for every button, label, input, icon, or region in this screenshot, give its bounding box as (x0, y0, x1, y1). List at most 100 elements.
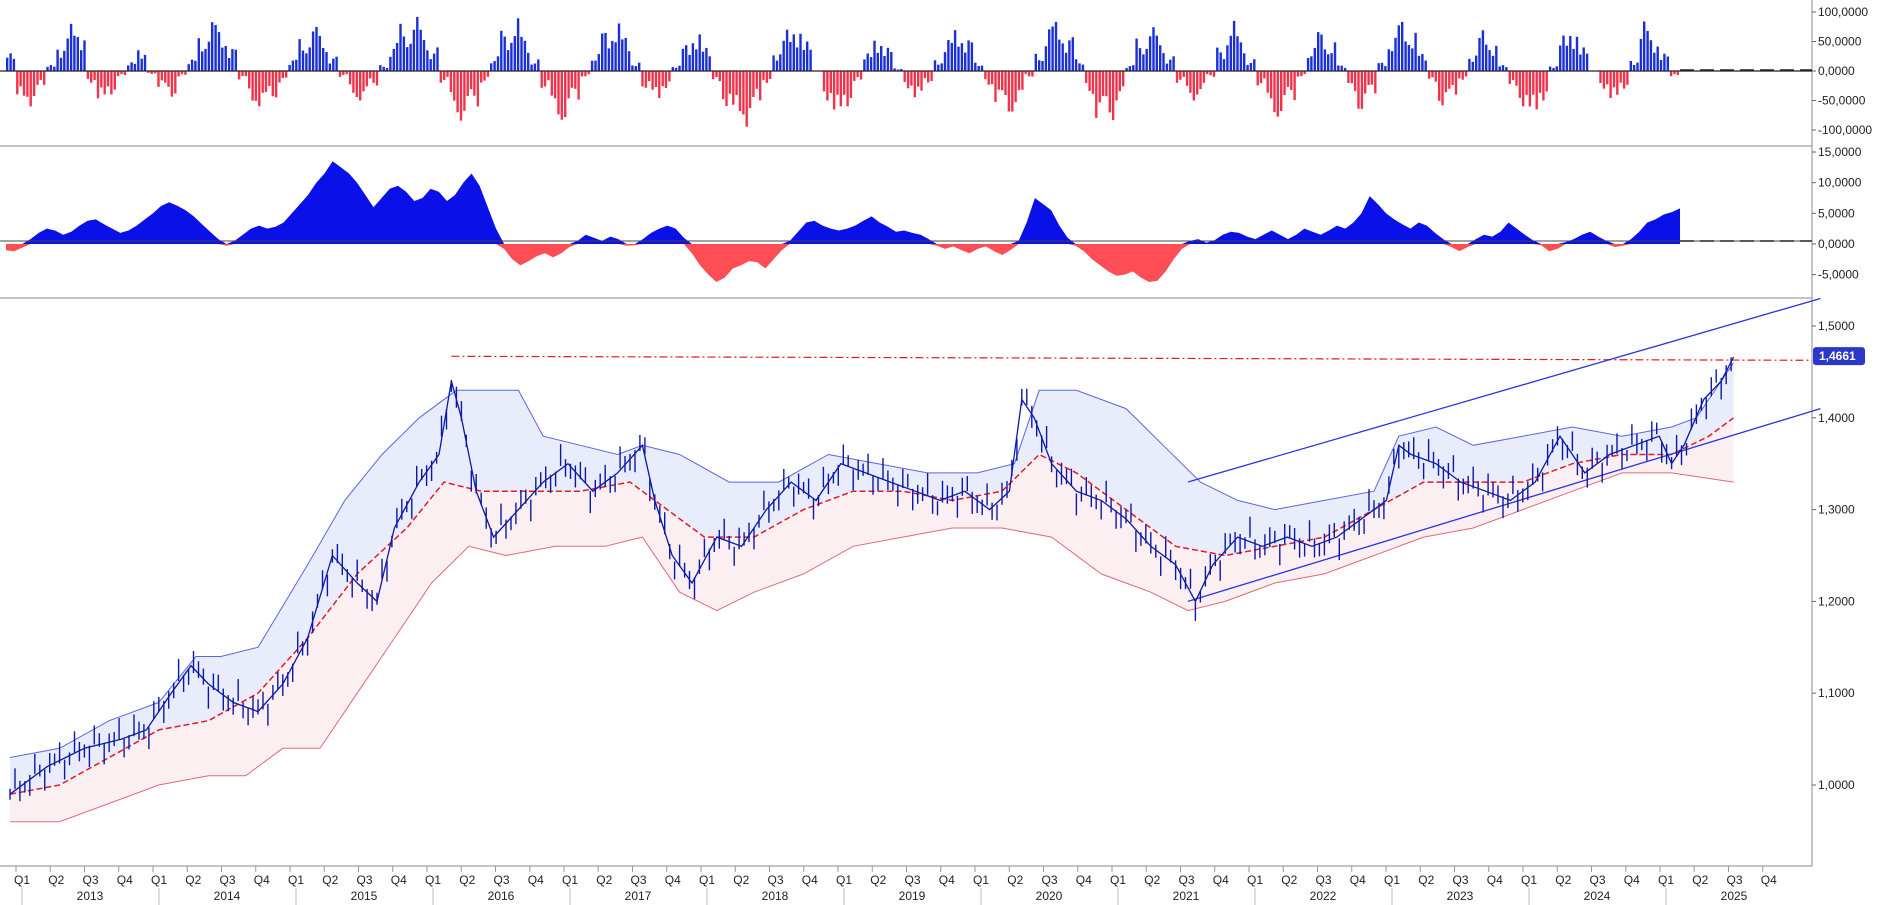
middle-oscillator-panel: 15,0000 10,0000 5,0000 0,0000 -5,0000 (0, 145, 1862, 282)
top-oscillator-bar (725, 71, 728, 106)
top-oscillator-bar (449, 71, 453, 92)
top-oscillator-bar (1088, 71, 1091, 91)
top-oscillator-bar (543, 71, 547, 87)
top-oscillator-bar (1612, 71, 1616, 88)
top-oscillator-bar (863, 59, 866, 71)
x-quarter-label: Q4 (528, 873, 544, 887)
top-oscillator-bar (856, 71, 859, 77)
top-oscillator-bar (1222, 59, 1226, 71)
top-oscillator-bar (1495, 45, 1498, 71)
top-oscillator-bar (352, 71, 355, 93)
top-oscillator-bar (224, 46, 227, 71)
top-oscillator-bar (1468, 58, 1471, 71)
top-oscillator-bar (308, 47, 311, 71)
top-oscillator-bar (1377, 63, 1380, 71)
top-oscillator-bar (93, 71, 96, 81)
top-oscillator-bar (1202, 71, 1206, 83)
top-oscillator-bar (1337, 65, 1340, 71)
top-oscillator-bar (1360, 71, 1364, 109)
top-oscillator-bar (984, 71, 987, 80)
main-y-tick-label: 1,3000 (1818, 503, 1855, 517)
top-oscillator-bar (32, 71, 36, 96)
top-oscillator-bar (466, 71, 469, 97)
top-oscillator-bar (1038, 60, 1041, 71)
top-oscillator-bar (22, 71, 26, 96)
top-oscillator-bar (772, 55, 775, 71)
top-oscillator-bar (86, 71, 90, 79)
top-oscillator-bar (1074, 59, 1078, 71)
top-y-tick-label: 0,0000 (1818, 64, 1855, 78)
top-oscillator-bar (1064, 52, 1068, 71)
main-y-tick-label: 1,0000 (1818, 778, 1855, 792)
x-quarter-label: Q1 (151, 873, 167, 887)
top-oscillator-bar (1054, 21, 1058, 71)
top-oscillator-bar (1192, 71, 1195, 101)
top-oscillator-bar (311, 31, 315, 71)
top-oscillator-bar (419, 29, 422, 71)
top-oscillator-bar (1276, 71, 1279, 117)
top-oscillator-bar (510, 42, 513, 71)
x-quarter-label: Q1 (1247, 873, 1263, 887)
last-value-label: 1,4661 (1819, 349, 1856, 363)
top-oscillator-bar (432, 53, 436, 71)
top-oscillator-bar (1068, 40, 1071, 71)
x-quarter-label: Q3 (904, 873, 920, 887)
x-year-label: 2024 (1584, 889, 1611, 903)
top-oscillator-bar (910, 71, 913, 86)
top-oscillator-bar (718, 71, 721, 82)
top-oscillator-bar (506, 50, 510, 71)
top-oscillator-bar (359, 71, 362, 101)
top-oscillator-bar (893, 68, 896, 71)
top-oscillator-bar (960, 43, 964, 71)
top-oscillator-bar (1431, 71, 1434, 78)
top-oscillator-bar (496, 56, 500, 71)
top-oscillator-bar (251, 71, 254, 101)
top-oscillator-bar (782, 40, 785, 71)
top-oscillator-bar (886, 47, 890, 71)
top-oscillator-bar (1343, 67, 1347, 71)
top-oscillator-bar (271, 71, 274, 97)
x-quarter-label: Q2 (596, 873, 612, 887)
price-line (9, 356, 1735, 795)
top-oscillator-bar (274, 71, 278, 98)
top-oscillator-bar (806, 41, 809, 71)
top-oscillator-bar (483, 71, 486, 81)
top-oscillator-bar (836, 71, 839, 95)
top-oscillator-bar (1394, 37, 1397, 71)
top-y-tick-label: 100,0000 (1818, 5, 1868, 19)
x-quarter-label: Q1 (1521, 873, 1537, 887)
top-oscillator-bar (1253, 59, 1256, 71)
top-oscillator-bar (493, 61, 496, 71)
top-oscillator-bar (1266, 71, 1269, 93)
top-oscillator-bar (322, 48, 325, 71)
top-oscillator-bar (1602, 71, 1606, 89)
top-oscillator-bar (1619, 71, 1622, 83)
top-oscillator-bar (100, 71, 103, 88)
top-oscillator-bar (1478, 37, 1481, 71)
top-oscillator-bar (530, 64, 533, 71)
top-oscillator-bar (1135, 38, 1138, 71)
x-quarter-label: Q2 (733, 873, 749, 887)
top-oscillator-bar (950, 43, 953, 71)
top-oscillator-bar (1199, 71, 1202, 90)
x-quarter-label: Q1 (288, 873, 304, 887)
top-oscillator-bar (1145, 48, 1148, 71)
top-oscillator-bar (1538, 71, 1542, 93)
top-oscillator-bar (1280, 71, 1283, 111)
x-quarter-label: Q4 (939, 873, 955, 887)
top-oscillator-bar (244, 71, 248, 77)
top-oscillator-bar (281, 71, 284, 79)
top-oscillator-bar (1364, 71, 1367, 94)
top-oscillator-bar (1269, 71, 1273, 99)
top-oscillator-bar (140, 58, 143, 71)
top-oscillator-bar (1599, 71, 1602, 83)
top-y-tick-label: 50,0000 (1818, 35, 1862, 49)
top-oscillator-bar (1632, 65, 1636, 71)
top-oscillator-bar (1518, 71, 1522, 98)
top-oscillator-bar (76, 37, 79, 71)
top-oscillator-bar (920, 71, 923, 91)
top-oscillator-bar (237, 71, 241, 80)
top-oscillator-bar (1622, 71, 1626, 89)
x-quarter-label: Q3 (1452, 873, 1468, 887)
top-oscillator-bar (399, 23, 402, 71)
